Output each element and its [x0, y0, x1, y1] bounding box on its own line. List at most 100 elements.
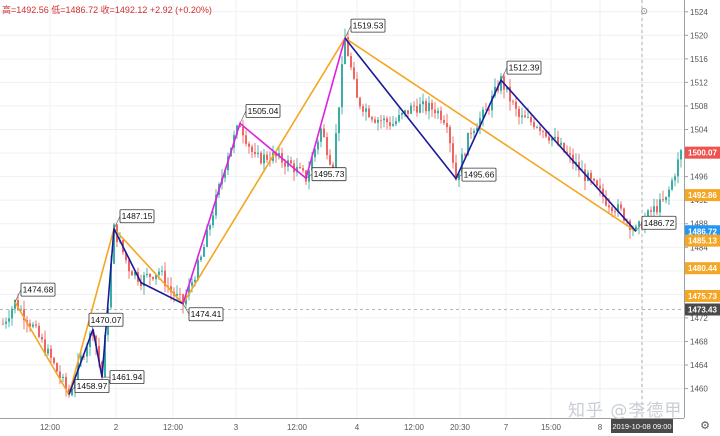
pivot-box: [245, 103, 281, 118]
y-tick-label: 1484: [690, 243, 708, 252]
candle-body: [635, 226, 637, 230]
candle-body: [239, 125, 241, 127]
candle-body: [50, 348, 52, 358]
candle-body: [527, 116, 529, 118]
pivot-label: 1461.94: [112, 372, 143, 382]
pivot-box: [641, 215, 677, 230]
candle-body: [356, 78, 358, 98]
x-tick-label: 8: [598, 423, 603, 432]
candle-body: [83, 355, 85, 357]
candle-body: [383, 118, 385, 121]
candle-body: [362, 106, 364, 112]
candle-body: [410, 105, 412, 114]
pivot-box: [20, 282, 56, 297]
candle-body: [524, 115, 526, 118]
x-tick-label: 7: [504, 423, 509, 432]
candle-body: [311, 157, 313, 171]
candle-body: [614, 211, 616, 213]
candle-body: [662, 199, 664, 201]
candle-body: [131, 271, 133, 276]
pivot-box: [74, 379, 110, 394]
candle-body: [248, 143, 250, 147]
pivot-box: [506, 60, 542, 75]
candle-body: [599, 185, 601, 189]
candle-body: [143, 275, 145, 287]
toolbar-icon[interactable]: ⊙: [640, 6, 648, 16]
candle-body: [455, 162, 457, 180]
pivot-leader: [182, 303, 190, 315]
y-tick-label: 1520: [690, 31, 708, 40]
candle-body: [590, 172, 592, 179]
candle-body: [464, 154, 466, 156]
candle-body: [536, 126, 538, 128]
candle-body: [668, 189, 670, 197]
crosshair: [0, 0, 684, 418]
candle-body: [200, 256, 202, 261]
pivot-leader: [68, 385, 76, 395]
candle-body: [392, 124, 394, 126]
candle-body: [374, 119, 376, 123]
settings-icon[interactable]: ⚙: [700, 420, 710, 432]
candle-body: [419, 104, 421, 113]
ohlc-header: 高=1492.56 低=1486.72 收=1492.12 +2.92 (+0.…: [2, 5, 212, 15]
price-tag: [685, 262, 720, 275]
price-tag: [685, 303, 720, 316]
candle-body: [680, 150, 682, 160]
candle-body: [380, 119, 382, 121]
candle-body: [113, 224, 115, 264]
candle-body: [317, 141, 319, 150]
price-tag: [685, 234, 720, 247]
candle-body: [242, 126, 244, 136]
candle-body: [665, 196, 667, 201]
candle-body: [566, 151, 568, 154]
pivot-box: [188, 307, 224, 322]
candle-body: [29, 323, 31, 327]
y-tick-label: 1488: [690, 220, 708, 229]
candle-body: [134, 272, 136, 276]
candle-body: [539, 126, 541, 131]
candle-body: [128, 260, 130, 272]
candle-body: [326, 137, 328, 156]
candle-body: [404, 110, 406, 114]
candle-body: [578, 162, 580, 171]
price-axis[interactable]: 1460146414681472147614801484148814921496…: [684, 0, 720, 436]
candle-body: [182, 294, 184, 305]
time-axis[interactable]: 12:00 2 12:00 3 12:00 4 12:00 20:30 7 15:00 8 2019-…: [0, 418, 684, 434]
candle-body: [347, 37, 349, 57]
candle-body: [605, 197, 607, 206]
x-tick-label: 12:00: [163, 423, 184, 432]
x-tick-label: 12:00: [404, 423, 425, 432]
y-tick-label: 1508: [690, 102, 708, 111]
candle-body: [296, 166, 298, 173]
candle-body: [14, 300, 16, 309]
x-tick-highlight: [611, 419, 673, 433]
pivot-leader: [239, 110, 247, 124]
price-tag-label: 1480.44: [688, 264, 717, 273]
y-tick-label: 1472: [690, 314, 708, 323]
candle-body: [518, 108, 520, 117]
candle-body: [170, 286, 172, 292]
candle-body: [494, 86, 496, 96]
zigzag-lines: [14, 37, 637, 396]
candle-body: [89, 333, 91, 347]
candle-body: [608, 205, 610, 208]
candle-body: [152, 277, 154, 280]
candle-body: [512, 101, 514, 103]
price-tag-label: 1486.72: [688, 227, 717, 236]
pivot-label: 1487.15: [122, 211, 153, 221]
candle-body: [110, 263, 112, 308]
candle-body: [557, 136, 559, 145]
x-tick-label: 12:00: [40, 423, 61, 432]
pivot-label: 1458.97: [77, 381, 108, 391]
candle-body: [206, 229, 208, 247]
candle-body: [674, 176, 676, 181]
candle-body: [35, 324, 37, 326]
pivot-box: [350, 18, 386, 33]
pivot-leader: [500, 67, 508, 81]
x-tick-label: 4: [355, 423, 360, 432]
x-tick-label: 15:00: [541, 423, 562, 432]
y-tick-label: 1516: [690, 55, 708, 64]
candle-body: [278, 152, 280, 157]
